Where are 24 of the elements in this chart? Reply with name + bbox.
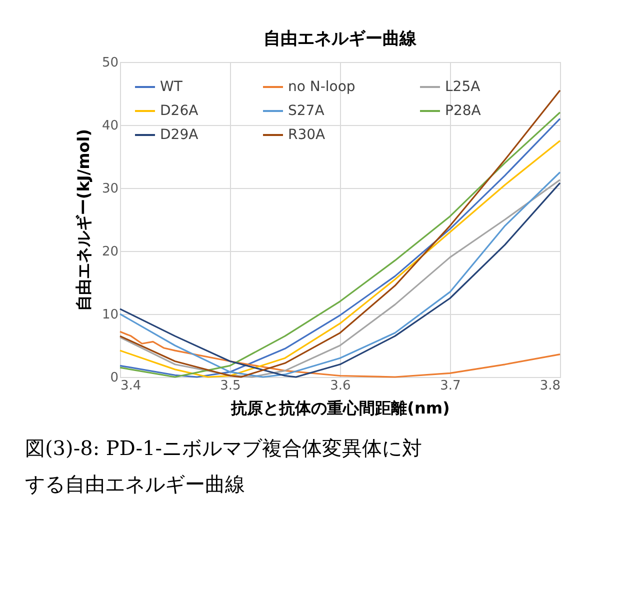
- y-tick-label: 40: [102, 118, 118, 134]
- x-tick-label: 3.7: [440, 378, 461, 394]
- y-tick-label: 10: [102, 308, 118, 322]
- x-axis-title: 抗原と抗体の重心間距離(nm): [230, 398, 450, 418]
- y-tick-label: 0: [110, 370, 118, 386]
- legend-label: S27A: [288, 103, 325, 119]
- legend-label: P28A: [445, 103, 482, 119]
- text: 図(3)-8: PD-1-ニボルマブ複合体変異体に対する自由エネルギー曲線: [25, 436, 422, 496]
- x-tick-label: 3.8: [540, 378, 560, 394]
- legend-label: D26A: [160, 103, 199, 119]
- line-series: [119, 330, 561, 378]
- x-tick-label: 3.5: [220, 378, 241, 394]
- chart-title: 自由エネルギー曲線: [264, 29, 418, 49]
- legend-label: no N-loop: [288, 79, 356, 95]
- legend-label: R30A: [288, 127, 326, 143]
- x-tick-label: 3.6: [330, 378, 351, 394]
- y-axis-title: 自由エネルギー(kJ/mol): [74, 128, 93, 312]
- y-tick-label: 20: [102, 244, 118, 260]
- legend-label: D29A: [160, 127, 199, 143]
- y-tick-label: 30: [102, 182, 118, 196]
- x-tick-label: 3.4: [120, 378, 142, 394]
- legend-label: L25A: [445, 79, 481, 95]
- legend-label: WT: [160, 79, 183, 95]
- y-tick-label: 50: [102, 56, 118, 70]
